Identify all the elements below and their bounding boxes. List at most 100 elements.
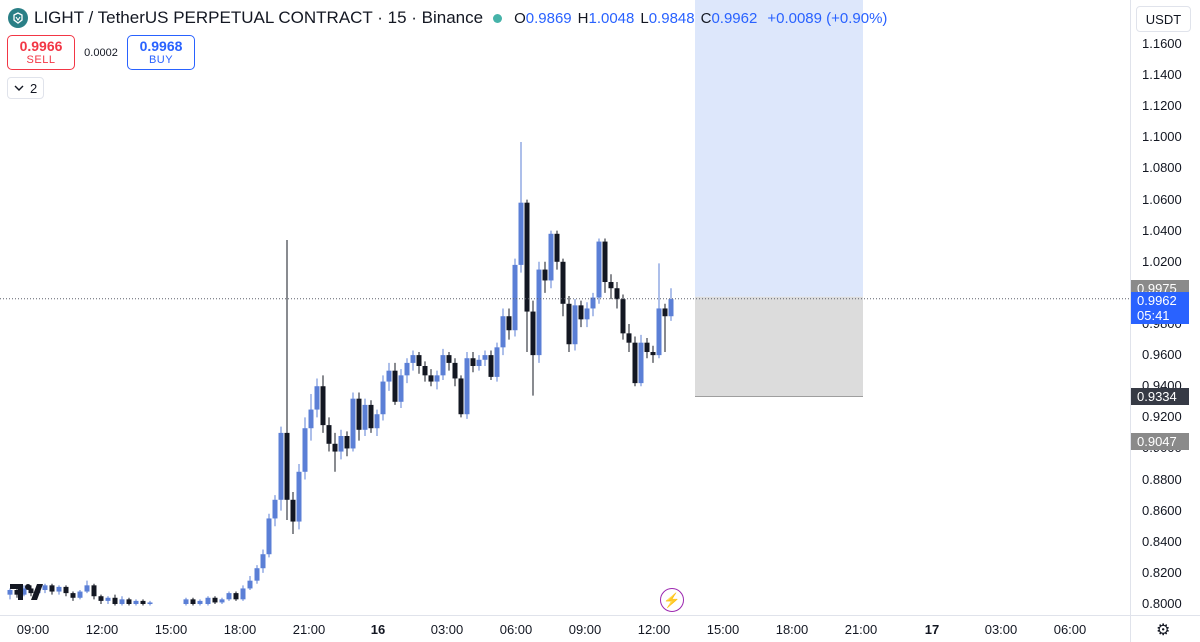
candle-body: [240, 588, 246, 600]
candle-body: [197, 600, 203, 604]
light-protocol-logo[interactable]: [8, 8, 28, 28]
candle-body: [63, 586, 69, 594]
chart-legend: LIGHT / TetherUS PERPETUAL CONTRACT · 15…: [8, 8, 887, 28]
candle-body: [254, 568, 260, 581]
candle-body: [518, 202, 524, 265]
buy-button[interactable]: 0.9968 BUY: [127, 35, 195, 70]
candle-body: [440, 355, 446, 376]
candle-body: [278, 432, 284, 500]
candle-body: [338, 436, 344, 452]
time-label: 18:00: [223, 622, 257, 637]
time-label: 21:00: [292, 622, 326, 637]
market-status-dot: [493, 13, 503, 23]
candle-body: [42, 585, 48, 591]
candle-body: [560, 261, 566, 304]
candle-body: [266, 518, 272, 555]
time-label: 06:00: [1053, 622, 1087, 637]
candle-body: [512, 264, 518, 331]
currency-selector[interactable]: USDT: [1136, 6, 1191, 32]
candle-body: [584, 308, 590, 320]
time-scale[interactable]: 09:00 12:00 15:00 18:00 21:00 16 03:00 06:00 09:…: [0, 615, 1130, 642]
candle-body: [140, 600, 146, 604]
candle-body: [260, 554, 266, 569]
price-label: 0.8600: [1142, 502, 1182, 518]
sell-button[interactable]: 0.9966 SELL: [7, 35, 75, 70]
candle-body: [21, 588, 27, 595]
candle-body: [362, 404, 368, 430]
candle-body: [596, 241, 602, 298]
candle-body: [219, 599, 225, 603]
gear-icon[interactable]: ⚙: [1156, 622, 1171, 639]
candle-body: [272, 499, 278, 519]
candle-body: [422, 366, 428, 376]
price-label: 0.8000: [1142, 596, 1182, 611]
candle-body: [205, 597, 211, 604]
time-label: 16: [370, 622, 386, 637]
candle-body: [133, 600, 139, 604]
candle-body: [572, 305, 578, 345]
candle-body: [500, 316, 506, 348]
candle-body: [247, 580, 253, 589]
candle-body: [428, 375, 434, 382]
lightning-icon[interactable]: ⚡: [660, 588, 684, 612]
low-price-badge: 0.9047: [1131, 433, 1189, 451]
candle-body: [119, 599, 125, 604]
candle-body: [302, 428, 308, 472]
candle-body: [308, 409, 314, 429]
candle-body: [614, 288, 620, 300]
price-label: 0.8200: [1142, 564, 1182, 580]
candlestick-chart[interactable]: [0, 0, 1130, 615]
candle-body: [84, 585, 90, 592]
candle-body: [14, 590, 20, 595]
price-label: 1.0800: [1142, 160, 1182, 176]
candle-body: [233, 593, 239, 600]
price-label: 0.9200: [1142, 409, 1182, 425]
time-label: 17: [924, 622, 940, 637]
time-label: 15:00: [154, 622, 188, 637]
candle-body: [147, 602, 153, 604]
candle-body: [70, 593, 76, 598]
candle-body: [212, 597, 218, 603]
candle-body: [190, 599, 196, 604]
candle-body: [296, 471, 302, 522]
price-label: 1.0200: [1142, 253, 1182, 269]
trade-panel: 0.9966 SELL 0.0002 0.9968 BUY: [7, 35, 195, 70]
tradingview-logo[interactable]: [10, 582, 44, 607]
candle-body: [392, 370, 398, 402]
candle-body: [344, 436, 350, 449]
candle-body: [668, 299, 674, 317]
stop-price-badge: 0.9334: [1131, 388, 1189, 406]
indicators-toggle[interactable]: 2: [7, 77, 45, 99]
symbol-title[interactable]: LIGHT / TetherUS PERPETUAL CONTRACT · 15…: [34, 8, 484, 27]
candle-body: [608, 282, 614, 289]
scale-corner: ⚙: [1130, 615, 1200, 642]
price-label: 1.1000: [1142, 129, 1182, 145]
candle-body: [506, 316, 512, 331]
price-label: 0.9600: [1142, 347, 1182, 363]
candle-body: [626, 333, 632, 343]
candle-body: [49, 585, 55, 592]
candle-body: [488, 355, 494, 377]
candle-body: [566, 303, 572, 345]
candle-body: [77, 591, 83, 598]
candle-body: [105, 597, 111, 601]
spread-value: 0.0002: [84, 46, 118, 59]
candle-body: [91, 585, 97, 597]
candle-body: [620, 299, 626, 334]
candle-body: [464, 358, 470, 415]
candle-body: [326, 425, 332, 444]
candle-body: [350, 398, 356, 449]
candle-body: [602, 241, 608, 283]
time-label: 15:00: [706, 622, 740, 637]
time-label: 03:00: [430, 622, 464, 637]
candle-body: [314, 386, 320, 410]
candle-body: [476, 359, 482, 367]
candle-body: [656, 308, 662, 356]
candle-body: [28, 588, 34, 594]
time-label: 21:00: [844, 622, 878, 637]
time-label: 09:00: [568, 622, 602, 637]
candle-body: [524, 202, 530, 312]
chart-pane[interactable]: LIGHT / TetherUS PERPETUAL CONTRACT · 15…: [0, 0, 1130, 615]
chevron-down-icon: [14, 85, 24, 91]
time-label: 12:00: [637, 622, 671, 637]
